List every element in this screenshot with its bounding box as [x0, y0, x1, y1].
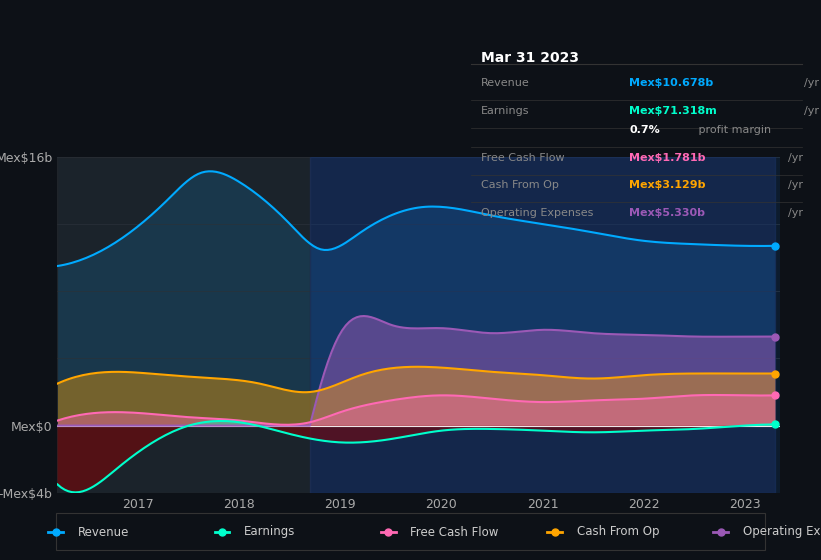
Text: 0.7%: 0.7% [630, 125, 660, 135]
Text: Cash From Op: Cash From Op [576, 525, 659, 539]
Text: Earnings: Earnings [481, 106, 530, 116]
Text: Earnings: Earnings [245, 525, 296, 539]
Text: Cash From Op: Cash From Op [481, 180, 559, 190]
Text: /yr: /yr [804, 106, 819, 116]
Text: /yr: /yr [788, 153, 803, 163]
Bar [310, 157, 775, 493]
Text: Mex$1.781b: Mex$1.781b [630, 153, 706, 163]
Text: Mex$3.129b: Mex$3.129b [630, 180, 706, 190]
Text: Free Cash Flow: Free Cash Flow [410, 525, 499, 539]
Text: Operating Expenses: Operating Expenses [743, 525, 821, 539]
Bar [57, 157, 310, 493]
Text: /yr: /yr [804, 78, 819, 88]
Text: /yr: /yr [788, 180, 803, 190]
Text: Operating Expenses: Operating Expenses [481, 208, 594, 218]
Text: /yr: /yr [788, 208, 803, 218]
Text: Revenue: Revenue [481, 78, 530, 88]
Text: Mex$10.678b: Mex$10.678b [630, 78, 713, 88]
Text: profit margin: profit margin [695, 125, 771, 135]
Text: Free Cash Flow: Free Cash Flow [481, 153, 565, 163]
Text: Revenue: Revenue [78, 525, 130, 539]
Text: Mar 31 2023: Mar 31 2023 [481, 52, 579, 66]
Text: Mex$5.330b: Mex$5.330b [630, 208, 705, 218]
Text: Mex$71.318m: Mex$71.318m [630, 106, 717, 116]
